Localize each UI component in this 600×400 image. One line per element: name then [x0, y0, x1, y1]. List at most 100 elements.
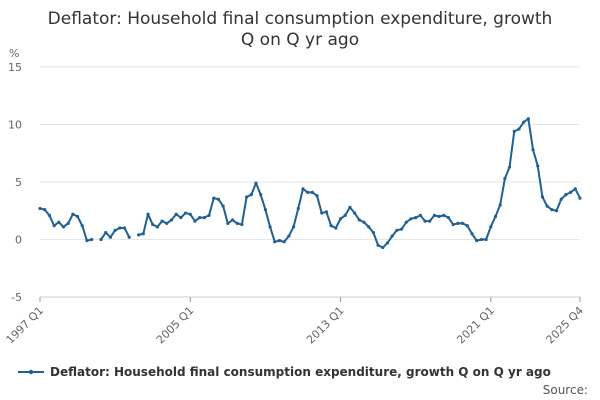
data-point[interactable]	[43, 208, 47, 212]
data-point[interactable]	[362, 220, 366, 224]
data-point[interactable]	[540, 195, 545, 199]
data-point[interactable]	[141, 232, 145, 236]
data-point[interactable]	[507, 165, 512, 169]
data-point[interactable]	[183, 211, 188, 215]
data-point[interactable]	[578, 196, 582, 200]
data-point[interactable]	[550, 208, 554, 212]
data-point[interactable]	[57, 220, 61, 224]
data-point[interactable]	[127, 235, 131, 239]
data-point[interactable]	[118, 226, 122, 230]
data-point[interactable]	[381, 245, 385, 250]
data-point[interactable]	[226, 221, 230, 225]
data-point[interactable]	[310, 190, 314, 194]
data-point[interactable]	[198, 216, 202, 220]
data-point[interactable]	[437, 214, 441, 219]
data-point[interactable]	[169, 218, 174, 222]
data-point[interactable]	[479, 237, 483, 242]
data-point[interactable]	[493, 214, 498, 219]
data-point[interactable]	[324, 210, 329, 214]
data-point[interactable]	[442, 213, 446, 217]
data-point[interactable]	[230, 218, 235, 222]
data-point[interactable]	[329, 224, 333, 228]
data-point[interactable]	[465, 224, 469, 228]
data-point[interactable]	[423, 219, 427, 223]
data-point[interactable]	[273, 240, 277, 244]
data-point[interactable]	[353, 211, 357, 215]
data-point[interactable]	[498, 203, 502, 207]
data-point[interactable]	[526, 117, 530, 121]
data-point[interactable]	[277, 239, 282, 243]
data-point[interactable]	[66, 221, 70, 225]
data-point[interactable]	[235, 221, 239, 225]
data-point[interactable]	[38, 206, 42, 211]
data-point[interactable]	[282, 240, 286, 244]
data-point[interactable]	[155, 225, 159, 229]
data-point[interactable]	[245, 195, 249, 199]
data-point[interactable]	[47, 213, 51, 217]
data-point[interactable]	[385, 241, 390, 245]
data-point[interactable]	[52, 224, 56, 228]
data-point[interactable]	[113, 228, 117, 232]
data-point[interactable]	[484, 237, 488, 242]
data-point[interactable]	[137, 233, 141, 237]
data-point[interactable]	[536, 164, 540, 168]
data-point[interactable]	[61, 225, 66, 229]
data-point[interactable]	[174, 212, 178, 216]
data-point[interactable]	[254, 181, 258, 185]
data-point[interactable]	[564, 193, 568, 197]
data-point[interactable]	[512, 129, 516, 133]
data-point[interactable]	[446, 216, 451, 220]
data-point[interactable]	[259, 193, 263, 197]
data-point[interactable]	[80, 224, 84, 228]
data-point[interactable]	[569, 190, 573, 194]
data-point[interactable]	[268, 225, 272, 229]
data-point[interactable]	[263, 208, 267, 212]
data-point[interactable]	[75, 214, 80, 219]
data-point[interactable]	[188, 212, 192, 216]
data-point[interactable]	[146, 212, 150, 216]
data-point[interactable]	[240, 222, 244, 227]
data-point[interactable]	[399, 227, 404, 231]
data-point[interactable]	[489, 225, 493, 229]
data-point[interactable]	[249, 193, 253, 197]
data-point[interactable]	[306, 190, 310, 194]
data-point[interactable]	[559, 197, 563, 201]
data-point[interactable]	[428, 219, 432, 223]
data-point[interactable]	[71, 212, 75, 216]
data-point[interactable]	[404, 220, 408, 224]
data-point[interactable]	[122, 226, 127, 230]
data-point[interactable]	[315, 194, 319, 198]
data-point[interactable]	[357, 218, 361, 222]
data-point[interactable]	[193, 219, 197, 223]
data-point[interactable]	[334, 226, 338, 230]
data-point[interactable]	[390, 234, 394, 238]
data-point[interactable]	[371, 231, 375, 235]
data-point[interactable]	[287, 234, 291, 238]
data-point[interactable]	[573, 187, 577, 191]
data-point[interactable]	[338, 217, 343, 221]
data-point[interactable]	[108, 235, 113, 239]
data-point[interactable]	[451, 222, 455, 227]
data-point[interactable]	[301, 187, 305, 191]
legend[interactable]: Deflator: Household final consumption ex…	[18, 365, 551, 379]
data-point[interactable]	[545, 204, 549, 208]
data-point[interactable]	[202, 216, 206, 220]
data-point[interactable]	[216, 197, 221, 201]
data-point[interactable]	[104, 231, 108, 235]
data-point[interactable]	[221, 204, 225, 208]
data-point[interactable]	[531, 148, 535, 152]
data-point[interactable]	[207, 213, 211, 217]
data-point[interactable]	[418, 213, 422, 217]
data-point[interactable]	[367, 225, 371, 229]
data-point[interactable]	[343, 213, 347, 217]
data-point[interactable]	[522, 120, 526, 124]
data-point[interactable]	[554, 209, 559, 213]
data-point[interactable]	[296, 206, 300, 211]
data-point[interactable]	[409, 217, 413, 221]
data-point[interactable]	[99, 237, 103, 242]
data-point[interactable]	[414, 216, 418, 220]
data-point[interactable]	[90, 237, 94, 242]
data-point[interactable]	[165, 221, 169, 225]
data-point[interactable]	[291, 225, 296, 229]
data-point[interactable]	[432, 213, 437, 217]
